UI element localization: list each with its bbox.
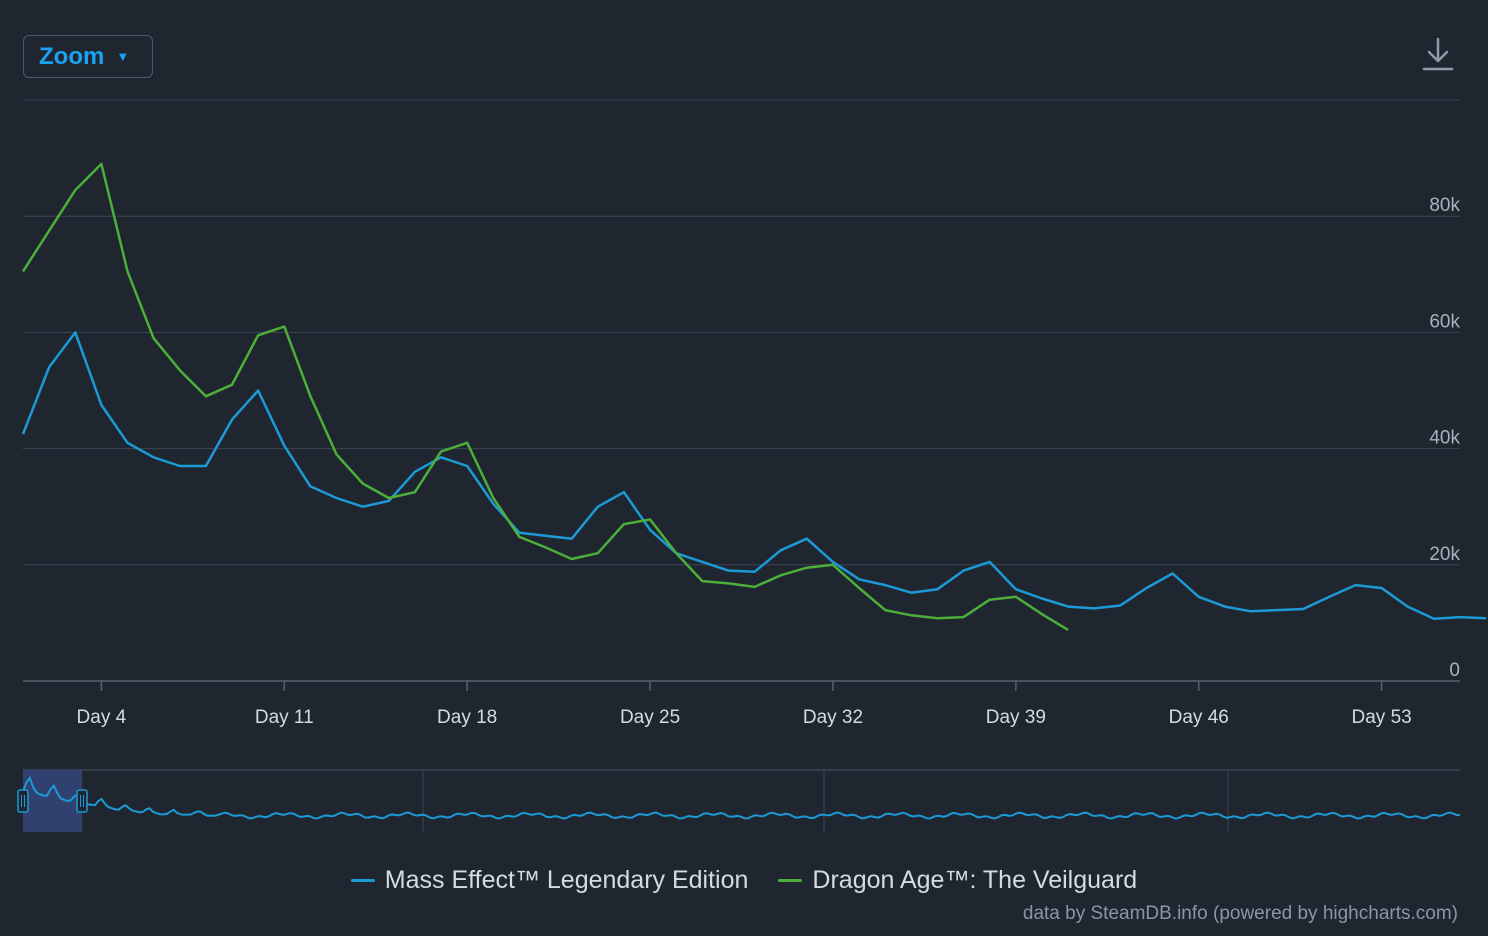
chevron-down-icon: ▼	[116, 49, 130, 64]
x-tick-label-1: Day 11	[255, 707, 314, 728]
x-tick-label-6: Day 46	[1169, 707, 1229, 728]
x-tick-label-7: Day 53	[1352, 707, 1412, 728]
x-tick-label-2: Day 18	[437, 707, 497, 728]
y-axis: 0 20k 40k 60k 80k	[1429, 195, 1460, 681]
x-tick-label-0: Day 4	[77, 707, 127, 728]
x-axis: Day 4 Day 11 Day 18 Day 25 Day 32 Day 39 Day 4…	[23, 680, 1460, 728]
navigator-handle-left	[17, 789, 29, 813]
x-tick-label-5: Day 39	[986, 707, 1046, 728]
navigator-handle-right	[76, 789, 88, 813]
legend-label-dragon-age: Dragon Age™: The Veilguard	[812, 865, 1138, 894]
legend-item-mass-effect[interactable]: Mass Effect™ Legendary Edition	[350, 865, 749, 895]
zoom-button[interactable]: Zoom ▼	[23, 35, 153, 78]
download-icon[interactable]	[1420, 36, 1456, 72]
legend: Mass Effect™ Legendary Edition Dragon Ag…	[0, 860, 1488, 900]
grid-layer	[23, 99, 1460, 566]
navigator-layer	[17, 769, 1461, 832]
y-tick-label-2: 40k	[1429, 428, 1460, 449]
x-tick-label-3: Day 25	[620, 707, 680, 728]
series-line-dragon-age	[21, 162, 1069, 631]
legend-swatch-mass-effect	[350, 878, 375, 882]
y-tick-label-4: 80k	[1429, 195, 1460, 216]
legend-swatch-dragon-age	[778, 878, 803, 882]
navigator-series-line	[22, 775, 1461, 820]
y-tick-label-0: 0	[1449, 660, 1460, 681]
legend-label-mass-effect: Mass Effect™ Legendary Edition	[384, 865, 749, 894]
y-tick-label-1: 20k	[1429, 544, 1460, 565]
series-layer	[21, 162, 1487, 631]
legend-item-dragon-age[interactable]: Dragon Age™: The Veilguard	[778, 866, 1137, 895]
main-chart: Day 4 Day 11 Day 18 Day 25 Day 32 Day 39 Day 4…	[21, 99, 1487, 728]
credits-link[interactable]: data by SteamDB.info (powered by highcha…	[1022, 903, 1458, 924]
navigator[interactable]	[0, 762, 1488, 842]
series-line-mass-effect	[21, 331, 1487, 621]
y-tick-label-3: 60k	[1429, 311, 1460, 332]
x-tick-label-4: Day 32	[803, 707, 863, 728]
navigator-selection	[23, 770, 82, 832]
zoom-label: Zoom	[39, 42, 105, 70]
